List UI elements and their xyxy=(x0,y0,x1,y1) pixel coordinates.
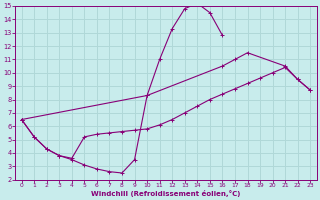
X-axis label: Windchill (Refroidissement éolien,°C): Windchill (Refroidissement éolien,°C) xyxy=(91,190,241,197)
